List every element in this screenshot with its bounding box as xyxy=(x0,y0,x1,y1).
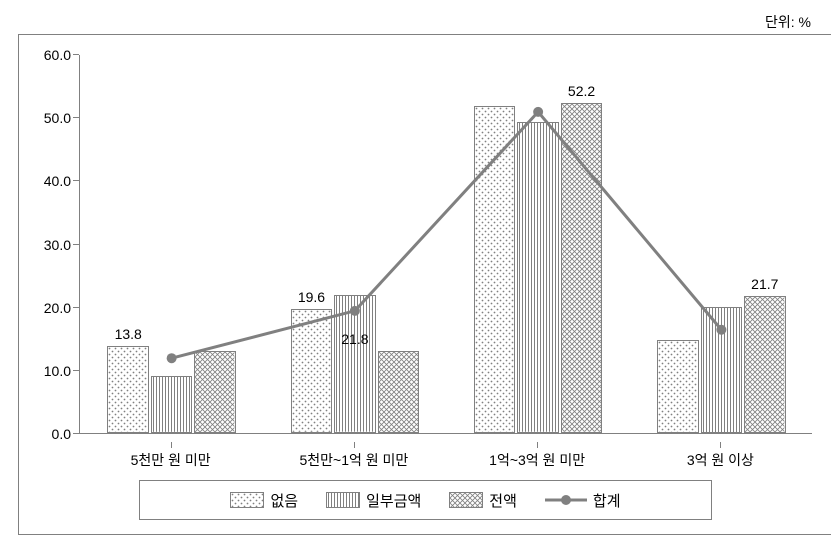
grid-area: 13.8 19.6 21.8 52.2 21.7 xyxy=(79,55,812,434)
legend-label: 전액 xyxy=(489,490,517,511)
y-tick-mark xyxy=(73,433,79,434)
legend-item-partial: 일부금액 xyxy=(326,490,421,511)
legend-label: 합계 xyxy=(593,490,621,511)
y-tick-label: 10.0 xyxy=(44,363,71,379)
y-tick-mark xyxy=(73,244,79,245)
legend: 없음 일부금액 전액 합계 xyxy=(139,480,712,520)
swatch-dots-icon xyxy=(230,492,264,508)
y-tick-mark xyxy=(73,307,79,308)
y-tick-label: 30.0 xyxy=(44,237,71,253)
x-tick-mark xyxy=(537,442,538,448)
y-tick-label: 50.0 xyxy=(44,110,71,126)
data-labels-layer: 13.8 19.6 21.8 52.2 21.7 xyxy=(80,55,812,433)
x-tick-mark xyxy=(354,442,355,448)
data-label: 21.8 xyxy=(341,331,368,347)
x-tick-label: 1억~3억 원 미만 xyxy=(489,450,585,470)
x-tick-label: 5천만~1억 원 미만 xyxy=(299,450,408,470)
legend-item-full: 전액 xyxy=(449,490,517,511)
y-tick-mark xyxy=(73,54,79,55)
unit-label: 단위: % xyxy=(765,12,811,32)
data-label: 52.2 xyxy=(568,83,595,99)
swatch-vlines-icon xyxy=(326,492,360,508)
legend-item-none: 없음 xyxy=(230,490,298,511)
x-tick-mark xyxy=(171,442,172,448)
legend-item-total: 합계 xyxy=(545,490,621,511)
x-axis-labels: 5천만 원 미만5천만~1억 원 미만1억~3억 원 미만3억 원 이상 xyxy=(79,442,812,462)
data-label: 21.7 xyxy=(751,276,778,292)
chart-container: 단위: % xyxy=(10,10,831,543)
x-tick-label: 5천만 원 미만 xyxy=(131,450,211,470)
plot-area: 13.819.621.852.221.7 0.010.020.030.040.0… xyxy=(79,55,812,434)
y-tick-mark xyxy=(73,117,79,118)
legend-label: 없음 xyxy=(270,490,298,511)
y-tick-label: 60.0 xyxy=(44,47,71,63)
chart-frame: 13.8 19.6 21.8 52.2 21.7 0.0 10.0 20.0 30.0 40.0… xyxy=(18,34,831,535)
x-tick-label: 3억 원 이상 xyxy=(687,450,754,470)
data-label: 19.6 xyxy=(298,289,325,305)
swatch-cross-icon xyxy=(449,492,483,508)
legend-label: 일부금액 xyxy=(366,490,421,511)
swatch-line-icon xyxy=(545,492,587,508)
y-tick-label: 20.0 xyxy=(44,300,71,316)
y-tick-mark xyxy=(73,180,79,181)
x-tick-mark xyxy=(720,442,721,448)
y-tick-mark xyxy=(73,370,79,371)
data-label: 13.8 xyxy=(115,326,142,342)
y-tick-label: 40.0 xyxy=(44,173,71,189)
y-tick-label: 0.0 xyxy=(52,426,71,442)
